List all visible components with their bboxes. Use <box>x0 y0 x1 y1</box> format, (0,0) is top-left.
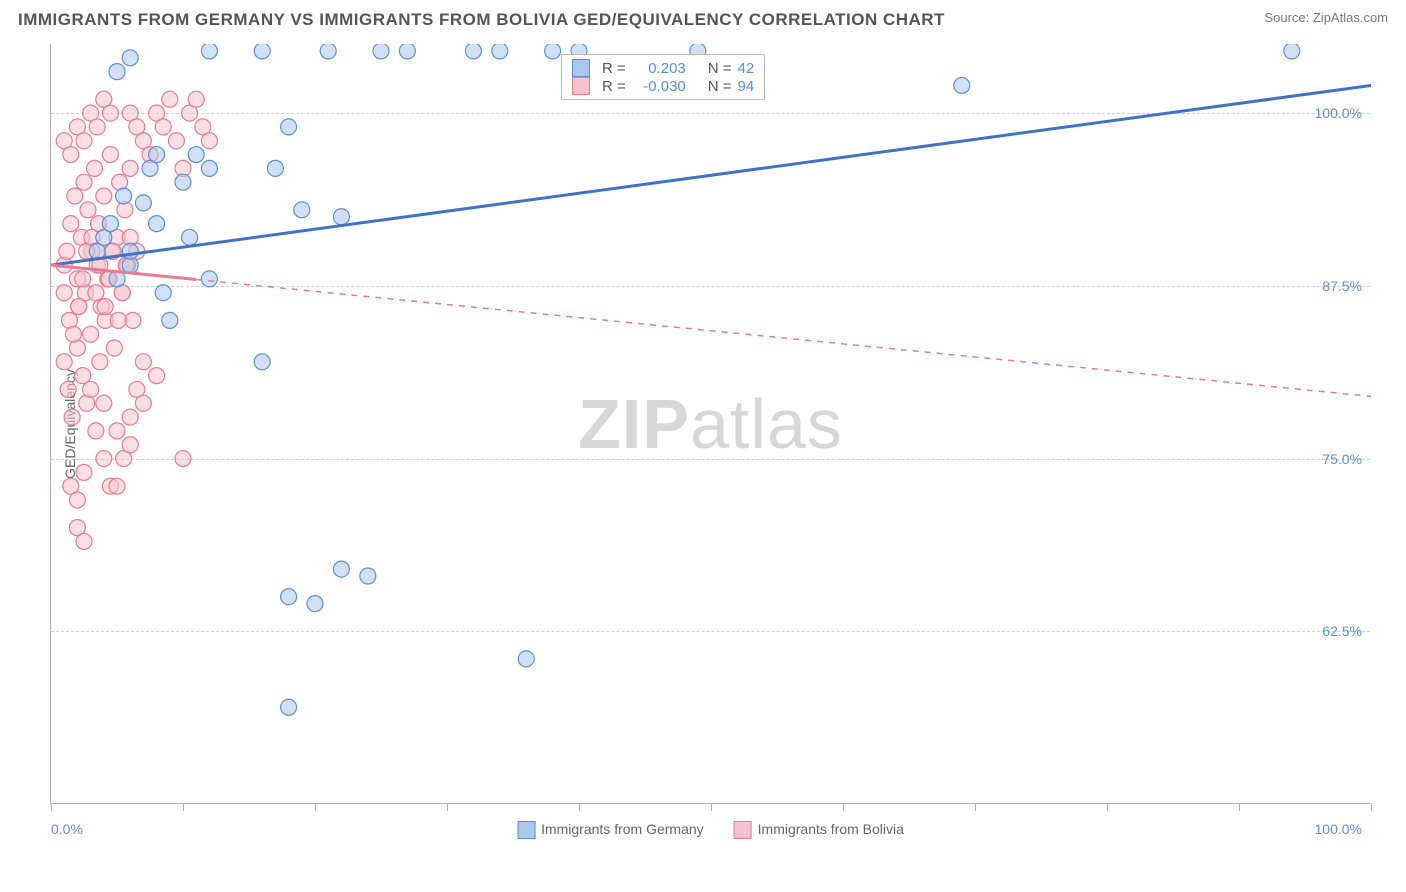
legend-swatch <box>734 821 752 839</box>
x-axis-min-label: 0.0% <box>51 821 83 837</box>
chart-area: GED/Equivalency 62.5% 75.0% 87.5% 100.0% ZI… <box>50 44 1370 804</box>
chart-title: IMMIGRANTS FROM GERMANY VS IMMIGRANTS FR… <box>18 10 945 30</box>
legend-swatch <box>572 77 590 95</box>
n-value: 94 <box>738 78 755 95</box>
x-axis-max-label: 100.0% <box>1315 821 1362 837</box>
legend-row: R = -0.030 N = 94 <box>572 77 754 95</box>
legend-swatch <box>572 59 590 77</box>
plot-area: GED/Equivalency 62.5% 75.0% 87.5% 100.0% ZI… <box>50 44 1370 804</box>
y-axis-label: GED/Equivalency <box>62 369 78 479</box>
chart-source: Source: ZipAtlas.com <box>1264 10 1388 25</box>
r-label: R = <box>602 78 626 95</box>
r-value: -0.030 <box>632 78 686 95</box>
r-value: 0.203 <box>632 60 686 77</box>
chart-header: IMMIGRANTS FROM GERMANY VS IMMIGRANTS FR… <box>0 0 1406 34</box>
n-label: N = <box>708 78 732 95</box>
legend-swatch <box>517 821 535 839</box>
y-tick-label: 75.0% <box>1322 451 1362 467</box>
legend-label: Immigrants from Germany <box>541 821 704 837</box>
r-label: R = <box>602 60 626 77</box>
y-tick-label: 87.5% <box>1322 278 1362 294</box>
n-label: N = <box>708 60 732 77</box>
watermark-atlas: atlas <box>690 385 843 463</box>
correlation-legend: R = 0.203 N = 42 R = -0.030 N = 94 <box>561 54 765 100</box>
y-tick-label: 100.0% <box>1315 105 1362 121</box>
legend-label: Immigrants from Bolivia <box>758 821 904 837</box>
scatter-overlay <box>51 44 1371 804</box>
series-legend: Immigrants from Germany Immigrants from B… <box>517 821 904 839</box>
legend-row: R = 0.203 N = 42 <box>572 59 754 77</box>
y-tick-label: 62.5% <box>1322 623 1362 639</box>
legend-item: Immigrants from Germany <box>517 821 704 839</box>
legend-item: Immigrants from Bolivia <box>734 821 904 839</box>
n-value: 42 <box>738 60 755 77</box>
watermark-zip: ZIP <box>578 385 690 463</box>
watermark: ZIPatlas <box>578 384 843 464</box>
